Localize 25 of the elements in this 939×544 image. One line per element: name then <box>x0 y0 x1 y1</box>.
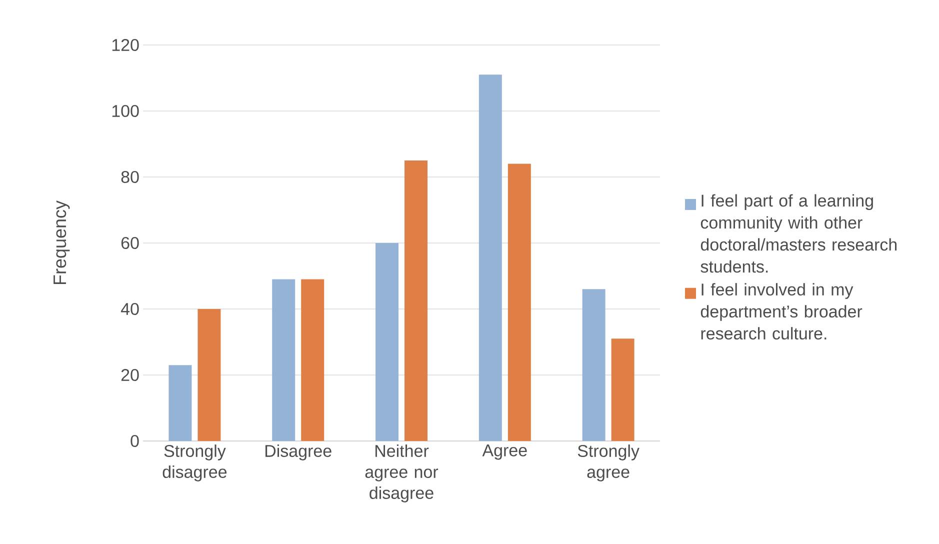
bar <box>508 164 531 441</box>
bar <box>301 279 324 441</box>
y-tick-label: 20 <box>121 368 139 382</box>
x-tick-label: Neither agree nor disagree <box>365 444 438 502</box>
bar <box>611 338 634 441</box>
bar <box>478 74 502 441</box>
y-tick-label: 120 <box>112 38 139 52</box>
bar <box>168 365 192 441</box>
y-tick-label: 0 <box>130 434 139 448</box>
x-tick-label: Strongly agree <box>578 444 640 482</box>
x-tick-label: Strongly disagree <box>162 444 227 482</box>
y-tick-label: 80 <box>121 170 139 184</box>
legend-label: I feel involved in my department’s broader research culture. <box>700 283 862 340</box>
y-tick-label: 40 <box>120 302 139 316</box>
bar <box>582 289 606 441</box>
legend-label: I feel part of a learning community with other doctoral/masters research students. <box>700 194 897 273</box>
bar <box>376 242 399 441</box>
y-tick-label: 60 <box>121 236 139 250</box>
bar <box>198 308 221 441</box>
y-tick-label: 100 <box>112 104 139 118</box>
y-axis-title: Frequency <box>54 200 70 284</box>
x-tick-label: Agree <box>482 444 527 460</box>
bar <box>404 160 428 441</box>
x-tick-label: Disagree <box>265 444 332 460</box>
bar <box>272 279 296 441</box>
